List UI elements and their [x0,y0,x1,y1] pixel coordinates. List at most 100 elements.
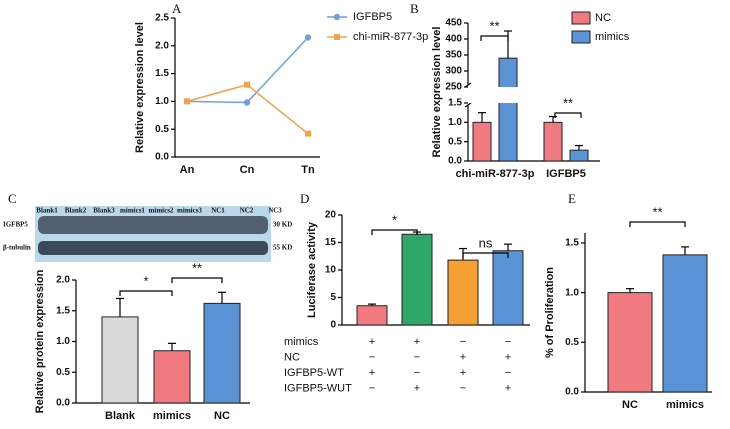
table-cell: − [414,367,420,379]
x-tick-label: Cn [240,164,255,176]
legend-marker [333,13,341,21]
significance-label: ** [652,204,662,219]
y-axis-label: Luciferase activity [306,221,318,318]
legend-marker [334,34,340,40]
legend-label: NC [595,12,611,24]
panel-label: C [8,191,17,206]
y-tick-label: 5 [330,292,336,303]
significance-bracket [371,229,418,235]
y-tick-label: 2.5 [155,13,169,24]
y-tick-label: 15 [325,237,337,248]
point [184,98,190,105]
y-tick-label: 0 [330,320,336,331]
y-axis-label: Relative expression level [431,27,443,158]
legend-label: IGFBP5 [353,11,392,23]
table-cell: + [414,382,420,394]
x-tick-label: NC [622,399,638,411]
panel-label: E [568,191,576,206]
table-cell: − [460,336,466,348]
axis-gap [470,87,602,103]
blot-band [38,216,268,234]
lane-label: NC1 [211,207,225,215]
y-tick-label: 300 [445,66,462,77]
y-tick-label: 1.0 [448,117,462,128]
panel-label: B [410,1,419,16]
y-tick-label: 1.0 [155,96,169,107]
x-tick-label: An [180,164,195,176]
blot-band [38,241,268,255]
significance-bracket [119,290,173,296]
y-tick-label: 1.5 [448,98,462,109]
lane-label: Blank3 [93,207,115,215]
y-tick-label: 0.5 [56,367,70,378]
y-tick-label: 350 [445,50,462,61]
significance-label: ** [192,260,202,275]
bar [203,302,241,404]
series-line [186,36,309,104]
band-size: 55 KD [273,244,292,252]
lane-label: mimics2 [149,207,174,215]
lane-label: NC3 [268,207,282,215]
lane-label: Blank1 [36,207,58,215]
table-cell: + [505,351,511,363]
significance-label: ** [563,95,573,110]
table-cell: − [460,382,466,394]
y-tick-label: 0.5 [565,337,579,348]
band-size: 30 KD [273,221,292,229]
bar [607,292,653,393]
y-tick-label: 1.5 [565,238,579,249]
table-cell: + [369,336,375,348]
y-tick-label: 1.5 [56,305,70,316]
y-tick-label: 10 [325,265,337,276]
y-tick-label: 0.0 [56,398,70,409]
lane-label: mimics3 [177,207,202,215]
bar [472,121,492,162]
bar [492,250,524,326]
bar [447,259,479,326]
y-tick-label: 0.0 [155,152,169,163]
significance-bracket [462,252,509,258]
y-axis-label: Relative protein expression [34,269,46,413]
table-cell: − [369,382,375,394]
x-tick-label: mimics [153,410,191,422]
significance-label: ns [479,235,493,250]
bar [153,350,191,404]
y-tick-label: 450 [445,18,462,29]
table-cell: − [505,367,511,379]
bar [101,316,139,404]
x-tick-label: Blank [105,410,136,422]
x-tick-label: chi-miR-877-3p [456,168,535,180]
band-label: β-tubulin [3,244,31,252]
y-tick-label: 0.5 [448,136,462,147]
significance-label: ** [489,18,499,33]
significance-label: * [143,273,148,288]
y-tick-label: 1.5 [155,68,169,79]
x-tick-label: IGFBP5 [546,168,586,180]
y-tick-label: 0.0 [565,387,579,398]
table-cell: − [414,351,420,363]
series-line [186,83,309,135]
lane-label: NC2 [240,207,254,215]
panel-label: A [172,1,182,16]
legend-swatch [571,11,591,25]
y-tick-label: 1.0 [56,336,70,347]
table-row-label: NC [284,351,300,363]
significance-label: * [392,212,397,227]
y-axis-label: % of Proliferation [544,267,556,358]
legend-label: mimics [595,31,630,43]
lane-label: Blank2 [65,207,87,215]
table-cell: + [505,382,511,394]
point [305,130,311,137]
table-cell: + [414,336,420,348]
y-tick-label: 2.0 [56,275,70,286]
axis-break [464,82,472,88]
significance-bracket [171,277,223,283]
y-tick-label: 1.0 [565,287,579,298]
axis-break [464,102,472,108]
table-row-label: IGFBP5-WUT [284,382,352,394]
bar [569,149,589,162]
y-tick-label: 400 [445,34,462,45]
legend-label: chi-miR-877-3p [353,31,428,43]
bar [356,305,388,326]
